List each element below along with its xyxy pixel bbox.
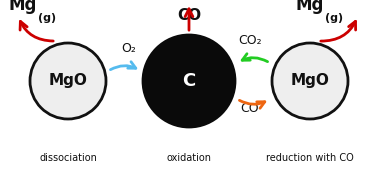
- Text: (g): (g): [38, 13, 56, 23]
- Circle shape: [143, 35, 235, 127]
- Text: MgO: MgO: [48, 74, 87, 89]
- Text: (g): (g): [325, 13, 343, 23]
- Text: dissociation: dissociation: [39, 153, 97, 163]
- Text: C: C: [182, 72, 196, 90]
- Circle shape: [272, 43, 348, 119]
- Text: CO: CO: [241, 102, 259, 115]
- Text: CO₂: CO₂: [238, 35, 262, 48]
- Circle shape: [30, 43, 106, 119]
- Text: CO: CO: [177, 8, 201, 23]
- Text: Mg: Mg: [8, 0, 36, 14]
- Text: Mg: Mg: [295, 0, 323, 14]
- Text: MgO: MgO: [291, 74, 330, 89]
- Text: oxidation: oxidation: [166, 153, 212, 163]
- Text: reduction with CO: reduction with CO: [266, 153, 354, 163]
- Text: O₂: O₂: [122, 43, 136, 56]
